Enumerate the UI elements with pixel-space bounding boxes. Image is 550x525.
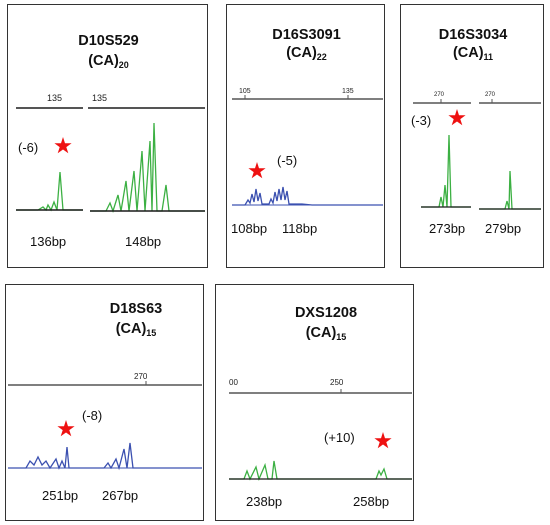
- shift-label: (-8): [82, 408, 103, 423]
- star-icon: [448, 109, 466, 126]
- trace: [16, 171, 83, 212]
- repeat-label: (CA)11: [452, 45, 494, 62]
- trace: [90, 122, 205, 214]
- tick-label-2: 135: [92, 93, 107, 103]
- allele-size: 251bp: [42, 488, 79, 503]
- tick-label: 270: [434, 92, 445, 98]
- panel-d16s3091: 105 135 D16S3091 (CA)22 (-5) 108bp 118bp: [226, 4, 385, 268]
- trace: [421, 134, 471, 208]
- allele-size: 279bp: [485, 221, 522, 236]
- panel-dxs1208: 00 250 DXS1208 (CA)15 (+10) 238bp 258bp: [215, 284, 414, 521]
- marker-title: D18S63: [109, 301, 163, 317]
- allele-size: 108bp: [231, 221, 268, 236]
- allele-size: 148bp: [125, 234, 162, 249]
- tick-label: 135: [342, 88, 354, 95]
- allele-size: 267bp: [102, 488, 139, 503]
- allele-size: 118bp: [282, 221, 318, 236]
- electropherogram-dxs1208: 00 250: [229, 378, 412, 482]
- star-icon: [248, 162, 266, 179]
- shift-label: (-5): [277, 153, 298, 168]
- allele-size: 136bp: [30, 234, 67, 249]
- star-icon: [57, 420, 75, 437]
- trace: [8, 442, 202, 471]
- trace: [229, 460, 412, 482]
- shift-label: (+10): [324, 430, 355, 445]
- panel-d18s63: 270 D18S63 (CA)15 (-8) 251bp 267bp: [5, 284, 204, 521]
- electropherogram-d16s3034: 270 270: [413, 92, 541, 210]
- star-icon: [374, 432, 392, 449]
- repeat-label: (CA)15: [115, 321, 157, 338]
- tick-label: 270: [134, 372, 148, 381]
- tick-label: 135: [47, 93, 62, 103]
- star-icon: [54, 137, 72, 154]
- repeat-label: (CA)20: [88, 53, 129, 70]
- allele-size: 273bp: [429, 221, 466, 236]
- electropherogram-d10s529: 135 105 135: [16, 93, 205, 214]
- marker-title: D16S3091: [272, 27, 341, 43]
- repeat-label: (CA)15: [305, 325, 347, 342]
- electropherogram-d18s63: 270: [8, 372, 202, 471]
- trace: [479, 170, 541, 210]
- trace: [232, 186, 383, 206]
- shift-label: (-6): [18, 140, 39, 155]
- tick-label: 105: [239, 88, 251, 95]
- marker-title: D16S3034: [438, 27, 508, 43]
- tick-label: 250: [330, 378, 344, 387]
- shift-label: (-3): [411, 113, 432, 128]
- allele-size: 258bp: [353, 494, 390, 509]
- electropherogram-d16s3091: 105 135: [232, 88, 383, 206]
- panel-d10s529: 135 105 135 D10S529 (CA)20 (-6) 136bp 14…: [7, 4, 208, 268]
- panel-d16s3034: 270 270 D16S3034 (CA)11 (-3) 273bp 279bp: [400, 4, 544, 268]
- marker-title: DXS1208: [294, 305, 358, 321]
- repeat-label: (CA)22: [286, 45, 327, 62]
- marker-title: D10S529: [78, 33, 139, 49]
- tick-label: 270: [485, 92, 496, 98]
- tick-label: 00: [229, 378, 238, 387]
- allele-size: 238bp: [246, 494, 283, 509]
